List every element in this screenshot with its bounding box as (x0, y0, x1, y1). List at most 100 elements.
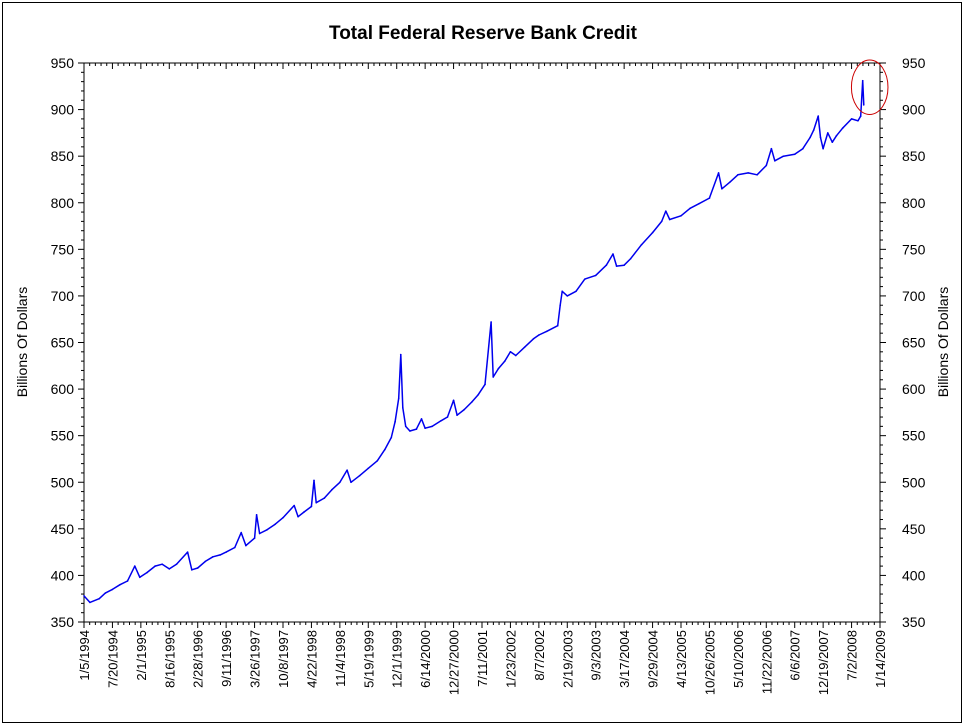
data-point (146, 571, 148, 574)
y-tick-label-right: 500 (902, 474, 926, 490)
y-tick-label-right: 600 (902, 381, 926, 397)
data-point (782, 155, 785, 157)
data-point (104, 592, 107, 594)
data-point (680, 214, 682, 217)
data-point (822, 147, 824, 150)
data-point (89, 601, 91, 604)
data-point (756, 174, 758, 176)
data-point (409, 430, 411, 432)
data-point (234, 546, 236, 549)
data-point (819, 136, 822, 139)
data-point (190, 569, 193, 571)
data-point (546, 330, 548, 333)
x-tick-label: 11/4/1998 (333, 630, 348, 687)
data-point (367, 467, 370, 470)
data-point (315, 501, 318, 504)
data-point (446, 416, 449, 418)
x-tick-label: 7/2/2008 (845, 630, 860, 681)
data-point (477, 393, 480, 396)
data-point (629, 257, 632, 260)
x-tick-label: 3/17/2004 (617, 630, 632, 688)
data-point (399, 353, 402, 356)
data-point (350, 481, 352, 484)
axis-ticks (78, 62, 886, 628)
data-point (139, 576, 141, 579)
data-point (556, 324, 559, 327)
data-point (452, 399, 455, 402)
data-point (605, 264, 608, 266)
x-tick-label: 7/20/1994 (105, 630, 120, 688)
data-point (154, 565, 156, 567)
highlight-ellipse (850, 59, 889, 115)
data-point (484, 383, 486, 386)
data-point (660, 220, 663, 223)
x-tick-label: 4/13/2005 (674, 630, 689, 688)
data-point (303, 511, 305, 513)
data-point (339, 481, 341, 484)
data-point (850, 118, 853, 120)
annotations (850, 59, 889, 115)
data-point (651, 231, 654, 234)
data-point (175, 563, 178, 566)
y-axis-title-left: Billions Of Dollars (14, 287, 30, 397)
data-point (826, 132, 829, 134)
data-point (310, 505, 313, 508)
y-tick-label-left: 450 (51, 521, 75, 537)
data-point (111, 588, 114, 591)
data-point (212, 555, 214, 558)
data-point (862, 104, 865, 106)
y-tick-label-right: 700 (902, 288, 926, 304)
data-point (293, 504, 295, 507)
data-point (857, 119, 859, 122)
data-point (640, 243, 643, 246)
data-point (612, 253, 614, 255)
data-point (397, 397, 400, 400)
data-point (835, 134, 838, 137)
data-point (394, 420, 396, 423)
y-axis-title-right: Billions Of Dollars (935, 287, 951, 397)
data-point (161, 563, 163, 566)
x-tick-label: 6/14/2000 (418, 630, 433, 688)
data-point (698, 202, 700, 205)
data-point (812, 129, 815, 131)
x-tick-label: 1/5/1994 (77, 630, 92, 681)
x-tick-label: 10/26/2005 (702, 630, 717, 695)
data-point (859, 115, 862, 117)
data-point (258, 532, 261, 535)
data-point (584, 278, 586, 280)
axis-labels: 350 350 400 400 450 450 500 500 550 550 600 600 650 6… (51, 55, 926, 695)
data-point (793, 153, 796, 156)
data-point (728, 181, 731, 184)
x-tick-label: 10/8/1997 (276, 630, 291, 688)
y-tick-label-right: 650 (902, 335, 926, 351)
x-tick-label: 11/22/2006 (759, 630, 774, 694)
y-tick-label-left: 900 (51, 102, 75, 118)
y-tick-label-right: 750 (902, 241, 926, 257)
data-point (253, 537, 256, 539)
y-tick-label-right: 950 (902, 55, 926, 71)
data-point (133, 565, 136, 567)
data-point (463, 408, 465, 411)
data-point (415, 428, 418, 430)
data-point (737, 174, 739, 176)
y-tick-label-right: 800 (902, 195, 926, 211)
x-tick-label: 12/1/1999 (390, 630, 405, 688)
data-point (514, 354, 517, 357)
y-tick-label-left: 750 (51, 241, 75, 257)
data-point (83, 595, 85, 597)
data-point (346, 469, 348, 471)
data-point (384, 448, 386, 451)
y-tick-label-left: 500 (51, 474, 75, 490)
data-point (492, 376, 494, 378)
data-point (390, 436, 393, 439)
y-tick-label-left: 650 (51, 335, 75, 351)
data-point (809, 136, 811, 139)
data-point (420, 418, 423, 420)
y-tick-label-right: 400 (902, 567, 926, 583)
data-point (456, 414, 458, 416)
data-point (664, 210, 667, 212)
data-point (561, 290, 564, 293)
x-tick-label: 8/16/1995 (162, 630, 177, 688)
data-point (98, 597, 101, 600)
data-point (747, 172, 749, 174)
